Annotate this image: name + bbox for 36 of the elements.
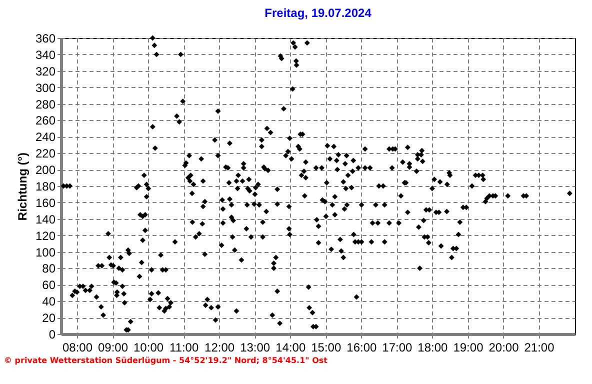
x-tick-label: 12:00 (204, 340, 235, 354)
y-tick-label: 200 (35, 163, 56, 178)
x-tick-label: 14:00 (276, 340, 306, 354)
y-tick-label: 280 (35, 97, 56, 112)
y-tick-label: 320 (35, 64, 56, 78)
y-tick-label: 140 (35, 212, 56, 226)
y-tick-label: 120 (35, 228, 56, 243)
x-tick-label: 20:00 (488, 340, 520, 354)
y-tick-label: 240 (35, 130, 56, 144)
y-tick-label: 160 (35, 196, 56, 210)
y-tick-label: 100 (35, 245, 56, 260)
x-tick-label: 13:00 (240, 340, 270, 354)
y-tick-label: 20 (42, 311, 56, 326)
text: © private Wetterstation Süderlügum - 54°52'19.2" Nord; 8°54'45.1" Ost (4, 356, 328, 365)
x-tick-label: 16:00 (346, 340, 377, 354)
x-tick-label: 10:00 (134, 340, 164, 354)
chart-title: Freitag, 19.07.2024 (264, 6, 372, 20)
y-tick-label: 40 (42, 294, 56, 309)
y-tick-label: 0 (48, 328, 56, 342)
y-tick-label: 180 (35, 180, 56, 194)
y-tick-label: 340 (35, 48, 56, 62)
y-tick-label: 260 (35, 114, 56, 128)
x-tick-label: 18:00 (418, 340, 448, 354)
x-tick-label: 15:00 (311, 340, 342, 354)
x-tick-label: 19:00 (453, 340, 484, 354)
x-tick-label: 21:00 (524, 340, 555, 354)
y-axis-title: Richtung (°) (15, 152, 30, 221)
x-tick-label: 11:00 (169, 340, 199, 354)
x-tick-label: 17:00 (382, 340, 413, 354)
x-tick-label: 09:00 (98, 340, 128, 354)
y-tick-label: 360 (35, 32, 56, 46)
y-tick-label: 60 (42, 278, 56, 292)
y-tick-label: 300 (35, 80, 56, 95)
y-tick-label: 80 (42, 262, 56, 276)
x-tick-label: 08:00 (62, 340, 93, 354)
y-tick-label: 220 (35, 146, 56, 161)
